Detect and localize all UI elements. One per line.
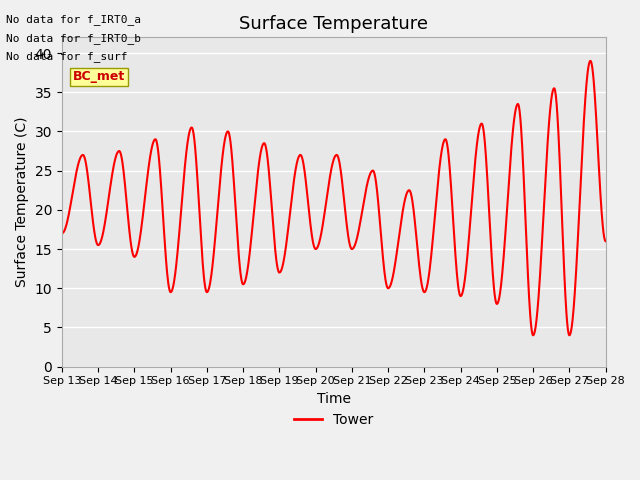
- Text: No data for f_surf: No data for f_surf: [6, 51, 128, 62]
- Text: No data for f_IRT0_b: No data for f_IRT0_b: [6, 33, 141, 44]
- Text: No data for f_IRT0_a: No data for f_IRT0_a: [6, 14, 141, 25]
- X-axis label: Time: Time: [317, 392, 351, 406]
- Text: BC_met: BC_met: [73, 70, 125, 83]
- Title: Surface Temperature: Surface Temperature: [239, 15, 428, 33]
- Y-axis label: Surface Temperature (C): Surface Temperature (C): [15, 117, 29, 287]
- Legend: Tower: Tower: [289, 407, 379, 432]
